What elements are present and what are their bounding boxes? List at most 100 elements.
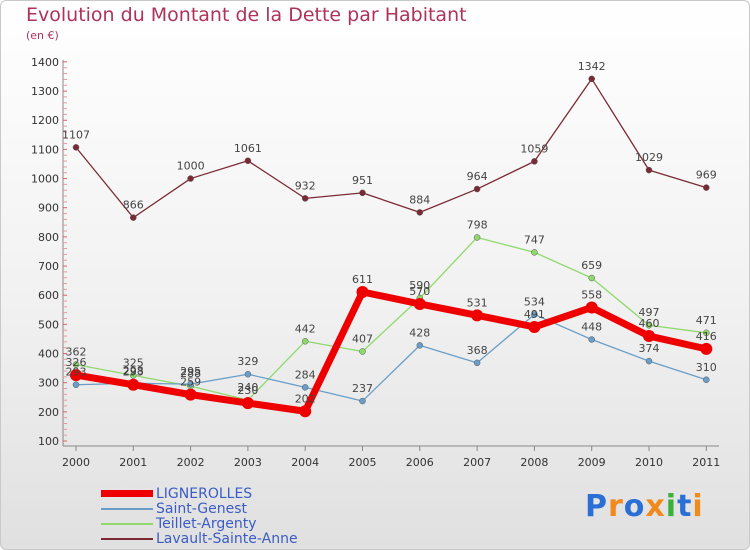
data-label: 1342: [578, 60, 606, 73]
data-point: [645, 357, 653, 365]
logo-letter: o: [623, 489, 646, 524]
data-point: [703, 329, 710, 337]
data-point: [127, 378, 140, 391]
data-point: [299, 405, 312, 418]
data-label: 374: [639, 342, 660, 355]
data-point: [473, 185, 481, 193]
data-point: [588, 274, 595, 282]
data-label: 259: [180, 376, 201, 389]
chart-title: Evolution du Montant de la Dette par Hab…: [26, 4, 467, 26]
data-label: 531: [467, 296, 488, 309]
data-point: [588, 336, 595, 343]
y-tick-label: 1200: [31, 114, 59, 127]
data-label: 368: [467, 344, 488, 357]
data-label: 416: [696, 330, 717, 343]
legend-item: LIGNEROLLES: [101, 486, 361, 502]
data-label: 969: [696, 169, 717, 182]
legend-item: Saint-Genest: [101, 501, 361, 517]
x-tick-label: 2004: [291, 456, 319, 469]
data-label: 884: [409, 193, 430, 206]
data-point: [301, 195, 309, 202]
data-point: [531, 311, 538, 318]
data-point: [72, 361, 80, 368]
x-tick-label: 2002: [177, 456, 205, 469]
logo-letter: P: [585, 489, 608, 524]
x-tick-label: 2006: [406, 456, 434, 469]
y-tick-label: 400: [38, 348, 59, 361]
data-point: [703, 376, 710, 384]
legend-label: Teillet-Argenty: [156, 516, 257, 532]
data-label: 329: [237, 355, 258, 368]
data-label: 240: [237, 381, 258, 394]
data-label: 428: [409, 326, 430, 339]
data-point: [645, 321, 653, 329]
data-point: [356, 285, 369, 298]
data-label: 497: [639, 306, 660, 319]
data-label: 237: [352, 382, 373, 395]
data-point: [531, 249, 538, 256]
proxiti-logo: Proxiti: [585, 489, 704, 524]
data-point: [588, 75, 595, 83]
unit-label: (en €): [26, 29, 59, 42]
data-point: [473, 234, 481, 241]
data-label: 747: [524, 233, 545, 246]
data-label: 1061: [234, 142, 262, 155]
data-point: [301, 338, 309, 345]
data-point: [700, 342, 713, 355]
x-tick-label: 2000: [62, 456, 90, 469]
data-point: [187, 380, 194, 388]
data-label: 1000: [177, 160, 205, 173]
x-tick-label: 2007: [463, 456, 491, 469]
data-point: [301, 384, 309, 391]
data-label: 590: [409, 279, 430, 292]
y-tick-label: 300: [38, 377, 59, 390]
data-point: [359, 397, 366, 405]
logo-letter: x: [645, 489, 666, 524]
data-point: [416, 342, 424, 349]
data-point: [241, 397, 254, 410]
y-tick-label: 100: [38, 435, 59, 448]
logo-letter: t: [677, 489, 693, 524]
data-point: [528, 320, 541, 333]
data-point: [130, 372, 137, 379]
legend-swatch: [101, 523, 153, 525]
data-label: 558: [581, 288, 602, 301]
data-label: 407: [352, 332, 373, 345]
data-label: 288: [180, 367, 201, 380]
x-tick-label: 2010: [635, 456, 663, 469]
data-point: [643, 330, 655, 343]
data-label: 310: [696, 361, 717, 374]
x-tick-label: 2008: [520, 456, 548, 469]
data-point: [184, 388, 197, 401]
data-point: [72, 381, 80, 388]
data-point: [645, 166, 653, 174]
y-tick-label: 600: [38, 289, 59, 302]
data-label: 1059: [520, 142, 548, 155]
legend-swatch: [101, 538, 153, 540]
legend-swatch: [101, 490, 153, 497]
legend-label: LIGNEROLLES: [156, 486, 253, 502]
logo-letter: i: [665, 489, 678, 524]
data-point: [359, 189, 366, 197]
x-tick-label: 2005: [349, 456, 377, 469]
data-point: [473, 359, 481, 367]
logo-letter: r: [608, 489, 624, 524]
data-label: 611: [352, 273, 373, 286]
data-point: [413, 297, 426, 310]
legend-label: Lavault-Sainte-Anne: [156, 531, 298, 547]
y-tick-label: 700: [38, 260, 59, 273]
data-label: 471: [696, 314, 717, 327]
y-tick-label: 500: [38, 318, 59, 331]
data-point: [471, 309, 484, 322]
data-label: 1107: [62, 128, 90, 141]
legend-item: Teillet-Argenty: [101, 516, 361, 532]
data-label: 442: [295, 322, 316, 335]
data-label: 295: [180, 365, 201, 378]
data-label: 570: [409, 285, 430, 298]
data-point: [703, 184, 710, 191]
series-line: [75, 78, 707, 219]
data-label: 460: [639, 317, 660, 330]
data-label: 326: [66, 356, 87, 369]
data-label: 798: [467, 218, 488, 231]
